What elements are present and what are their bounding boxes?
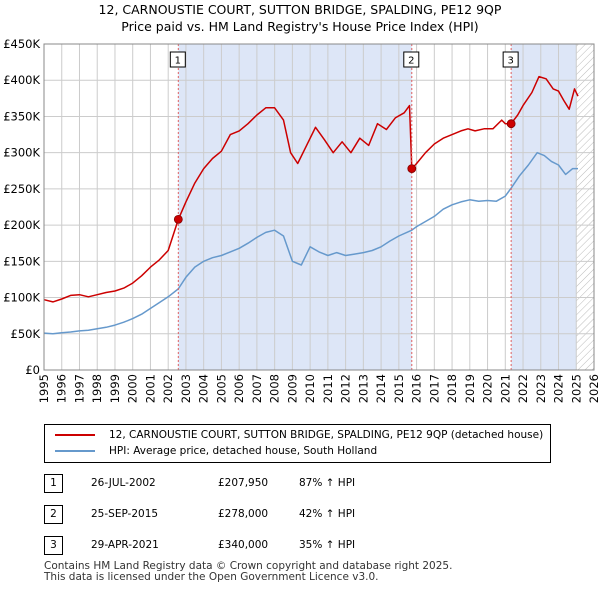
x-tick-label: 2003 <box>179 374 193 403</box>
x-tick-label: 2021 <box>498 374 512 403</box>
sale-label-box <box>169 51 186 68</box>
x-tick-label: 2014 <box>374 374 388 403</box>
transaction-price: £278,000 <box>218 508 269 520</box>
y-tick-label: £350K <box>3 109 40 123</box>
sale-label-number: 2 <box>408 56 414 67</box>
x-tick-label: 2007 <box>250 374 264 403</box>
x-tick-label: 2010 <box>303 374 317 403</box>
x-tick-label: 1997 <box>72 374 86 403</box>
y-tick-label: £250K <box>3 182 40 196</box>
x-tick-label: 2005 <box>214 374 228 403</box>
x-tick-label: 2011 <box>321 374 335 403</box>
transaction-price: £340,000 <box>218 539 269 551</box>
ownership-period-shade <box>511 44 577 370</box>
sale-label-number: 3 <box>507 56 513 67</box>
transaction-number: 3 <box>44 536 63 555</box>
y-tick-label: £0 <box>25 363 40 377</box>
sale-point <box>173 214 183 224</box>
legend-label-hpi: HPI: Average price, detached house, Sout… <box>109 445 378 457</box>
x-tick-label: 2012 <box>339 374 353 403</box>
y-tick-label: £100K <box>3 291 40 305</box>
legend-label-property: 12, CARNOUSTIE COURT, SUTTON BRIDGE, SPA… <box>109 429 544 441</box>
x-tick-label: 2023 <box>534 374 548 403</box>
forecast-hatch <box>576 44 594 370</box>
x-tick-label: 1996 <box>55 374 69 403</box>
price-chart: 1 2 3 £0 £50K £100K £150K £200K £250K £300K £350K… <box>3 37 600 403</box>
ownership-period-shade <box>178 44 412 370</box>
footer-copyright: Contains HM Land Registry data © Crown c… <box>44 560 453 572</box>
y-tick-label: £50K <box>11 327 41 341</box>
transaction-hpi: 87% ↑ HPI <box>299 477 356 489</box>
transaction-hpi: 42% ↑ HPI <box>299 508 356 520</box>
x-tick-label: 2004 <box>197 374 211 403</box>
x-tick-label: 2024 <box>552 374 566 403</box>
transaction-number: 2 <box>44 505 63 524</box>
transaction-number: 1 <box>44 474 63 493</box>
legend-swatch-property <box>55 434 95 436</box>
y-tick-label: £150K <box>3 254 40 268</box>
y-tick-label: £450K <box>3 37 40 51</box>
sale-label-box <box>502 51 519 68</box>
sale-point <box>506 119 516 129</box>
x-tick-label: 2000 <box>126 374 140 403</box>
x-tick-label: 2009 <box>285 374 299 403</box>
legend: 12, CARNOUSTIE COURT, SUTTON BRIDGE, SPA… <box>44 424 551 463</box>
transaction-price: £207,950 <box>218 477 269 489</box>
x-tick-label: 2019 <box>463 374 477 403</box>
y-tick-label: £300K <box>3 146 40 160</box>
chart-subtitle: Price paid vs. HM Land Registry's House … <box>121 19 479 34</box>
x-tick-label: 2016 <box>410 374 424 403</box>
x-tick-label: 1995 <box>37 374 51 403</box>
sale-point <box>407 164 417 174</box>
x-tick-label: 2006 <box>232 374 246 403</box>
transaction-date: 26-JUL-2002 <box>91 477 156 489</box>
x-tick-label: 2001 <box>143 374 157 403</box>
x-tick-label: 1999 <box>108 374 122 403</box>
legend-item-hpi: HPI: Average price, detached house, Sout… <box>55 444 377 459</box>
sale-label-box <box>403 51 420 68</box>
transaction-date: 29-APR-2021 <box>91 539 159 551</box>
x-tick-label: 2008 <box>268 374 282 403</box>
x-tick-label: 2025 <box>569 374 583 403</box>
x-tick-label: 1998 <box>90 374 104 403</box>
x-tick-label: 2022 <box>516 374 530 403</box>
x-tick-label: 2013 <box>356 374 370 403</box>
x-tick-label: 2015 <box>392 374 406 403</box>
plot-frame <box>43 43 595 371</box>
chart-title: 12, CARNOUSTIE COURT, SUTTON BRIDGE, SPA… <box>98 2 502 17</box>
y-tick-label: £200K <box>3 218 40 232</box>
x-tick-label: 2002 <box>161 374 175 403</box>
x-tick-label: 2018 <box>445 374 459 403</box>
hpi-line <box>43 151 578 335</box>
footer-licence: This data is licensed under the Open Gov… <box>44 571 379 583</box>
x-tick-label: 2026 <box>587 374 600 403</box>
transaction-date: 25-SEP-2015 <box>91 508 159 520</box>
transaction-row: 2 25-SEP-2015 £278,000 42% ↑ HPI <box>44 505 564 525</box>
transaction-row: 1 26-JUL-2002 £207,950 87% ↑ HPI <box>44 474 564 494</box>
legend-swatch-hpi <box>55 450 95 452</box>
legend-item-property: 12, CARNOUSTIE COURT, SUTTON BRIDGE, SPA… <box>55 428 543 443</box>
x-tick-label: 2017 <box>427 374 441 403</box>
transaction-row: 3 29-APR-2021 £340,000 35% ↑ HPI <box>44 536 564 556</box>
footer: Contains HM Land Registry data © Crown c… <box>44 561 452 583</box>
sale-label-number: 1 <box>175 56 181 67</box>
transaction-hpi: 35% ↑ HPI <box>299 539 356 551</box>
y-tick-label: £400K <box>3 73 40 87</box>
x-tick-label: 2020 <box>481 374 495 403</box>
